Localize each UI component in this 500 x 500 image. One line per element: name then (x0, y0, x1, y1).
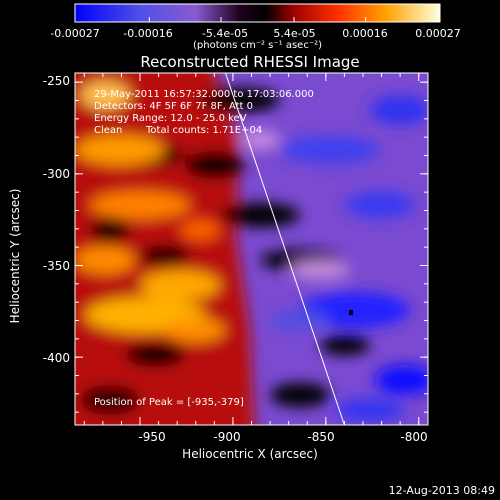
y-tick-label: -300 (42, 167, 70, 181)
y-tick-label: -400 (42, 351, 70, 365)
dark-blob (80, 385, 140, 415)
dark-blob (185, 151, 245, 179)
colorbar-tick-2: -0.00016 (123, 27, 173, 40)
y-tick-label: -250 (42, 74, 70, 88)
detectors-label: Detectors: 4F 5F 6F 7F 8F, Att 0 (94, 101, 254, 112)
dark-blob (125, 343, 185, 367)
x-axis-title: Heliocentric X (arcsec) (182, 447, 318, 461)
dark-blob (90, 218, 130, 242)
footer-timestamp: 12-Aug-2013 08:49 (388, 484, 495, 497)
blue-blob (370, 95, 428, 125)
colorbar-units: (photons cm⁻² s⁻¹ asec⁻²) (192, 40, 323, 51)
total-counts-label: Total counts: 1.71E+04 (146, 125, 263, 136)
bright-blob (75, 135, 165, 165)
time-range-label: 29-May-2011 16:57:32.000 to 17:03:06.000 (94, 89, 314, 100)
bright-blob (180, 220, 220, 240)
dark-blob (200, 88, 280, 112)
x-tick-label: -900 (213, 430, 241, 444)
blue-blob (335, 398, 405, 422)
bright-blob (80, 81, 130, 109)
blue-blob (280, 136, 380, 164)
blue-blob (345, 191, 415, 219)
colorbar-gradient (74, 3, 441, 23)
bright-blob (75, 246, 135, 274)
clean-label: Clean (94, 125, 123, 136)
y-axis-title: Heliocentric Y (arcsec) (8, 188, 22, 324)
dark-blob (270, 383, 330, 407)
chart-title: Reconstructed RHESSI Image (140, 53, 360, 71)
colorbar-tick-1: -0.00027 (50, 27, 100, 40)
bright-blob (140, 270, 220, 300)
blue-blob (270, 310, 330, 330)
x-tick-label: -850 (307, 430, 335, 444)
colorbar-tick-6: 0.00027 (415, 27, 461, 40)
x-tick-label: -800 (400, 430, 428, 444)
colorbar-tick-3: -5.4e-05 (201, 27, 249, 40)
blue-blob (375, 365, 428, 395)
colorbar-tick-5: 0.00016 (342, 27, 388, 40)
colorbar (74, 3, 441, 23)
dark-blob (320, 335, 370, 355)
peak-marker (349, 310, 353, 315)
y-tick-label: -350 (42, 259, 70, 273)
peak-position-label: Position of Peak = [-935,-379] (94, 397, 244, 408)
solar-limb-line (225, 73, 345, 425)
light-blob (290, 260, 350, 280)
colorbar-tick-4: 5.4e-05 (273, 27, 316, 40)
x-tick-label: -950 (138, 430, 166, 444)
bright-blob (90, 191, 190, 219)
bright-blob (165, 318, 225, 342)
dark-blob (140, 245, 190, 265)
energy-range-label: Energy Range: 12.0 - 25.0 keV (94, 113, 247, 124)
dark-blob (220, 203, 300, 227)
